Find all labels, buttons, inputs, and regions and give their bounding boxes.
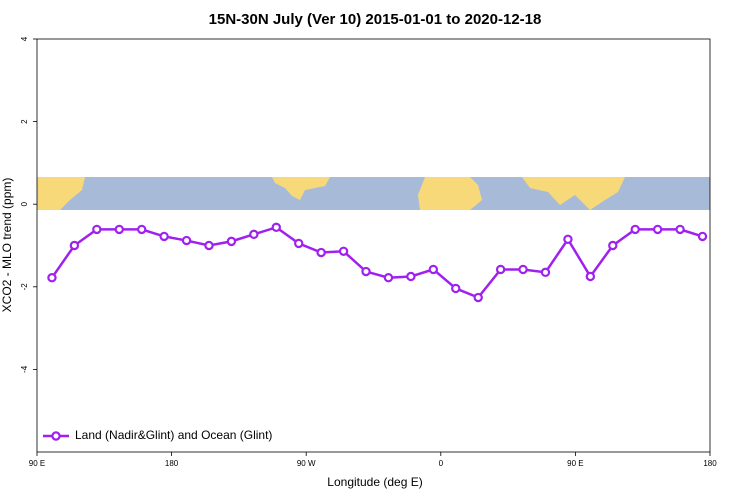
data-point [428, 264, 439, 275]
data-point [697, 231, 708, 242]
data-point [630, 224, 640, 235]
chart-title: 15N-30N July (Ver 10) 2015-01-01 to 2020… [209, 11, 542, 28]
data-point [136, 224, 147, 235]
data-point [675, 224, 685, 235]
data-point [249, 229, 259, 240]
data-point [652, 224, 663, 235]
y-tick-label: -2 [20, 283, 29, 291]
map-band [37, 177, 710, 210]
data-point [585, 271, 596, 282]
x-tick-label: 90 E [567, 459, 583, 468]
data-point [473, 292, 483, 303]
data-point [204, 240, 214, 251]
data-point [518, 264, 528, 275]
data-point [226, 236, 237, 247]
plot-frame [36, 38, 711, 453]
data-point [608, 240, 618, 251]
data-point [383, 273, 394, 283]
data-point [316, 247, 326, 258]
y-tick-label: 0 [20, 201, 29, 206]
data-point [159, 231, 169, 242]
legend-marker [51, 431, 61, 441]
data-point [338, 246, 349, 256]
data-point [47, 273, 57, 283]
x-tick-label: 90 W [297, 459, 316, 468]
data-point [271, 222, 281, 233]
data-point [181, 235, 192, 246]
data-point [451, 283, 461, 294]
y-tick-label: -4 [20, 365, 29, 373]
data-point [69, 240, 80, 251]
data-point [294, 238, 304, 249]
y-tick-label: 4 [20, 36, 29, 41]
x-tick-label: 180 [165, 459, 179, 468]
y-axis-label: XCO2 - MLO trend (ppm) [0, 178, 14, 313]
data-point [563, 234, 573, 245]
data-point [114, 224, 124, 235]
map-land [37, 177, 85, 210]
data-point [495, 264, 506, 275]
map-land [522, 177, 625, 210]
data-point [361, 266, 371, 277]
data-point [406, 271, 416, 282]
x-tick-label: 90 E [29, 459, 45, 468]
data-point [540, 267, 551, 278]
x-tick-label: 180 [703, 459, 717, 468]
series-line [50, 225, 703, 300]
data-point [92, 224, 102, 235]
x-axis-label: Longitude (deg E) [327, 475, 422, 489]
legend-label: Land (Nadir&Glint) and Ocean (Glint) [75, 428, 272, 442]
y-tick-label: 2 [20, 119, 29, 124]
map-land [272, 177, 330, 200]
map-land [418, 177, 482, 210]
x-tick-label: 0 [439, 459, 444, 468]
